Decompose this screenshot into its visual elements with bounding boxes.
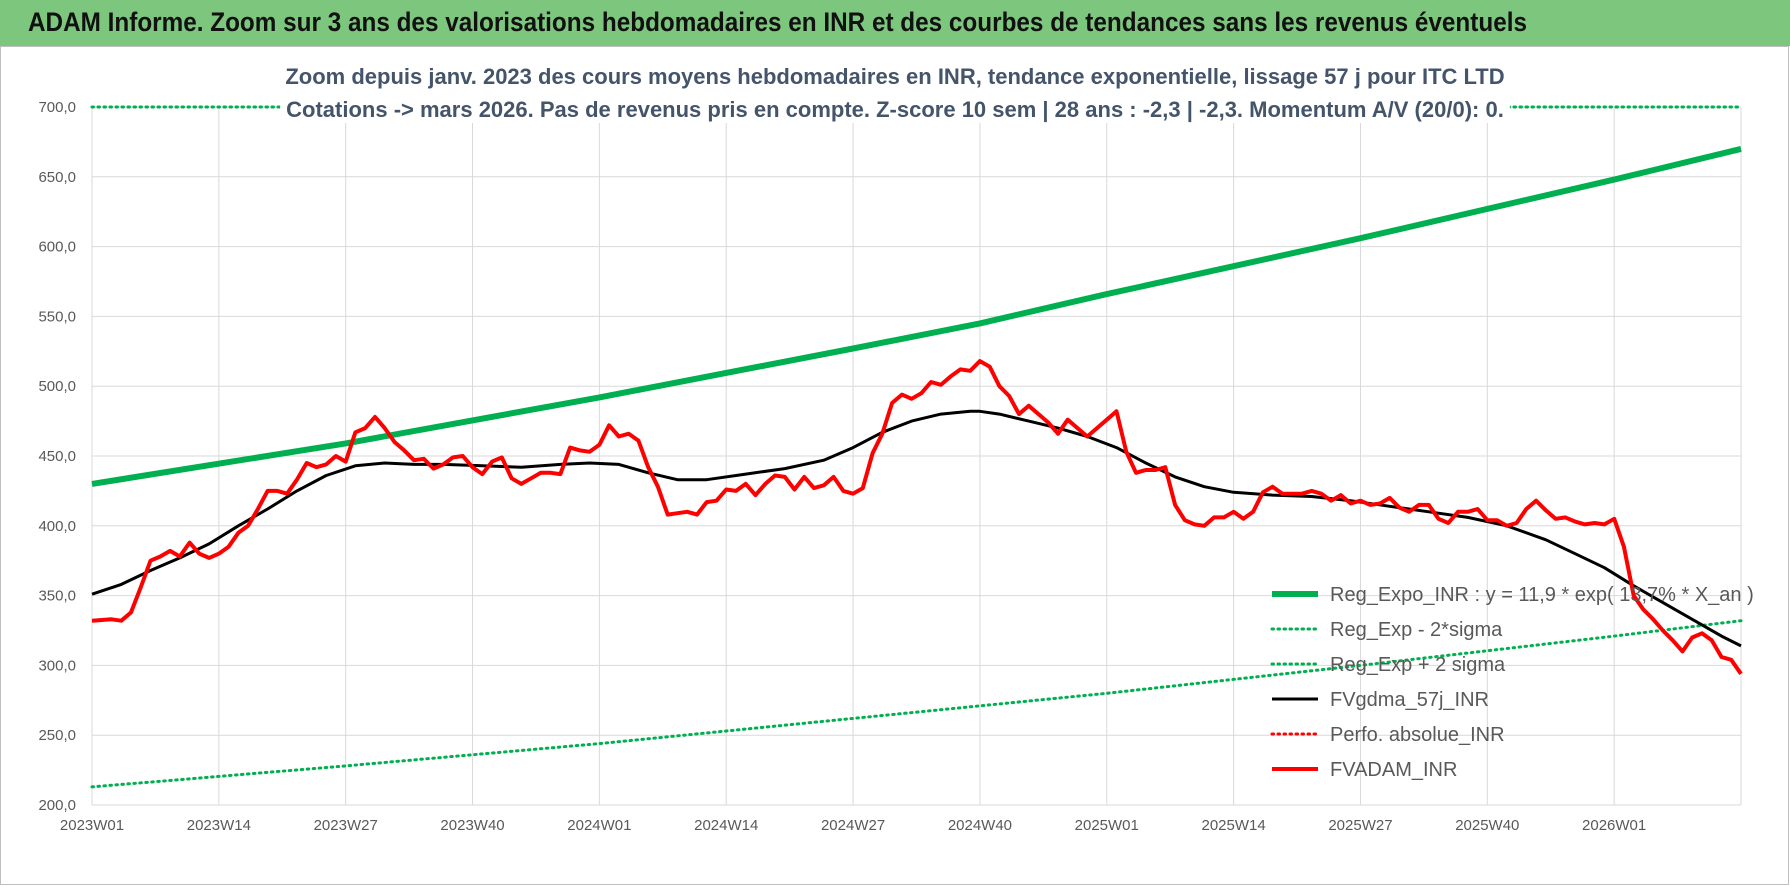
y-tick-label: 500,0 [38, 378, 76, 395]
x-tick-label: 2025W01 [1075, 817, 1139, 834]
series-lines [90, 105, 1743, 789]
legend-label-2: Reg_Exp + 2 sigma [1330, 654, 1506, 676]
chart-area: 200,0 250,0 300,0 350,0 400,0 450,0 500,0 550,0… [0, 46, 1790, 886]
line-chart: 200,0 250,0 300,0 350,0 400,0 450,0 500,0 550,0… [38, 63, 1754, 834]
legend-label-4: Perfo. absolue_INR [1330, 724, 1505, 746]
chart-subtitle-line: Cotations -> mars 2026. Pas de revenus p… [286, 97, 1504, 122]
x-tick-label: 2023W27 [314, 817, 378, 834]
series-line-3 [91, 409, 1742, 648]
y-tick-label: 450,0 [38, 448, 76, 465]
chart-subtitle-line: Zoom depuis janv. 2023 des cours moyens … [285, 64, 1504, 89]
x-tick-label: 2025W14 [1202, 817, 1266, 834]
x-tick-label: 2026W01 [1582, 817, 1646, 834]
y-tick-label: 250,0 [38, 727, 76, 744]
x-tick-label: 2023W01 [60, 817, 124, 834]
x-tick-label: 2023W40 [440, 817, 504, 834]
y-tick-label: 650,0 [38, 169, 76, 186]
y-axis-ticks: 200,0 250,0 300,0 350,0 400,0 450,0 500,0 550,0… [38, 99, 76, 814]
x-tick-label: 2024W14 [694, 817, 758, 834]
x-tick-label: 2025W27 [1328, 817, 1392, 834]
x-tick-label: 2023W14 [187, 817, 251, 834]
y-tick-label: 700,0 [38, 99, 76, 116]
x-tick-label: 2024W01 [567, 817, 631, 834]
series-line-1 [90, 619, 1743, 789]
subtitle-backdrop [280, 96, 1510, 123]
header-title: ADAM Informe. Zoom sur 3 ans des valoris… [28, 7, 1527, 37]
x-tick-label: 2025W40 [1455, 817, 1519, 834]
legend-label-5: FVADAM_INR [1330, 759, 1457, 781]
chart-subtitle: Zoom depuis janv. 2023 des cours moyens … [279, 63, 1511, 123]
x-tick-label: 2024W40 [948, 817, 1012, 834]
y-tick-label: 200,0 [38, 797, 76, 814]
series-line-5 [91, 359, 1743, 675]
legend-label-1: Reg_Exp - 2*sigma [1330, 619, 1503, 641]
x-tick-label: 2024W27 [821, 817, 885, 834]
y-tick-label: 350,0 [38, 588, 76, 605]
series-line-0 [91, 145, 1742, 487]
y-tick-label: 400,0 [38, 518, 76, 535]
chart-legend: Reg_Expo_INR : y = 11,9 * exp( 13,7% * X… [1270, 584, 1754, 781]
subtitle-backdrop [279, 63, 1511, 90]
y-tick-label: 550,0 [38, 308, 76, 325]
x-axis-ticks: 2023W01 2023W14 2023W27 2023W40 2024W01 2024W… [60, 817, 1646, 834]
y-tick-label: 300,0 [38, 657, 76, 674]
legend-label-3: FVgdma_57j_INR [1330, 689, 1489, 711]
legend-label-0: Reg_Expo_INR : y = 11,9 * exp( 13,7% * X… [1330, 584, 1754, 606]
y-tick-label: 600,0 [38, 239, 76, 256]
report-header: ADAM Informe. Zoom sur 3 ans des valoris… [0, 0, 1790, 46]
